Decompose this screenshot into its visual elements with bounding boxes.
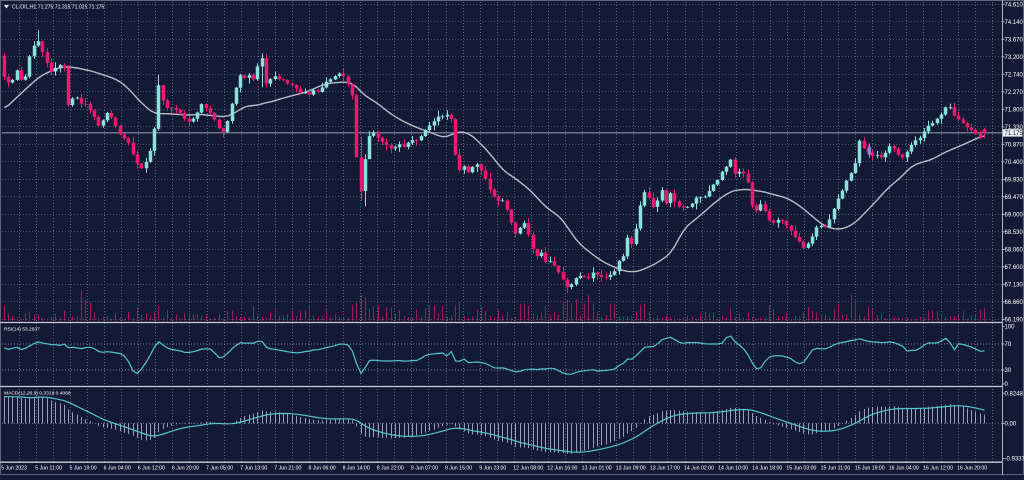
svg-text:30: 30 bbox=[1005, 368, 1012, 374]
svg-text:71.800: 71.800 bbox=[1005, 108, 1024, 114]
svg-text:9 Jun 07:00: 9 Jun 07:00 bbox=[411, 466, 438, 472]
svg-text:8 Jun 14:00: 8 Jun 14:00 bbox=[343, 466, 370, 472]
svg-text:6 Jun 20:00: 6 Jun 20:00 bbox=[172, 466, 199, 472]
svg-text:68.060: 68.060 bbox=[1005, 248, 1024, 254]
svg-text:12 Jun 08:00: 12 Jun 08:00 bbox=[513, 466, 543, 472]
svg-text:100: 100 bbox=[1005, 325, 1016, 331]
svg-text:71.175: 71.175 bbox=[1005, 131, 1024, 137]
svg-text:70.400: 70.400 bbox=[1005, 160, 1024, 166]
svg-text:MACD(12,26,9) 0.3319 0.4068: MACD(12,26,9) 0.3319 0.4068 bbox=[4, 390, 71, 396]
svg-text:70: 70 bbox=[1005, 342, 1012, 348]
svg-text:73.200: 73.200 bbox=[1005, 55, 1024, 61]
svg-text:67.600: 67.600 bbox=[1005, 265, 1024, 271]
svg-text:15 Jun 03:00: 15 Jun 03:00 bbox=[786, 466, 816, 472]
svg-text:74.140: 74.140 bbox=[1005, 20, 1024, 26]
svg-text:15 Jun 19:00: 15 Jun 19:00 bbox=[855, 466, 885, 472]
svg-text:16 Jun 04:00: 16 Jun 04:00 bbox=[889, 466, 919, 472]
svg-text:7 Jun 13:00: 7 Jun 13:00 bbox=[240, 466, 267, 472]
svg-text:72.740: 72.740 bbox=[1005, 73, 1024, 79]
svg-text:13 Jun 09:00: 13 Jun 09:00 bbox=[616, 466, 646, 472]
svg-text:16 Jun 20:00: 16 Jun 20:00 bbox=[957, 466, 987, 472]
svg-text:16 Jun 12:00: 16 Jun 12:00 bbox=[923, 466, 953, 472]
svg-text:0.00: 0.00 bbox=[1005, 422, 1017, 428]
svg-text:9 Jun 23:00: 9 Jun 23:00 bbox=[479, 466, 506, 472]
svg-text:9 Jun 15:00: 9 Jun 15:00 bbox=[445, 466, 472, 472]
svg-text:-0.9337: -0.9337 bbox=[1005, 457, 1024, 463]
svg-text:6 Jun 12:00: 6 Jun 12:00 bbox=[138, 466, 165, 472]
svg-text:69.470: 69.470 bbox=[1005, 195, 1024, 201]
svg-text:69.930: 69.930 bbox=[1005, 178, 1024, 184]
svg-text:7 Jun 05:00: 7 Jun 05:00 bbox=[206, 466, 233, 472]
svg-text:13 Jun 17:00: 13 Jun 17:00 bbox=[650, 466, 680, 472]
svg-text:14 Jun 18:00: 14 Jun 18:00 bbox=[752, 466, 782, 472]
svg-text:8 Jun 22:00: 8 Jun 22:00 bbox=[377, 466, 404, 472]
svg-text:72.270: 72.270 bbox=[1005, 90, 1024, 96]
svg-text:69.000: 69.000 bbox=[1005, 213, 1024, 219]
svg-text:RSI(14) 53.2937: RSI(14) 53.2937 bbox=[4, 326, 40, 332]
svg-text:73.670: 73.670 bbox=[1005, 38, 1024, 44]
svg-text:66.660: 66.660 bbox=[1005, 300, 1024, 306]
svg-text:5 Jun 19:00: 5 Jun 19:00 bbox=[70, 466, 97, 472]
svg-text:67.130: 67.130 bbox=[1005, 283, 1024, 289]
svg-text:74.610: 74.610 bbox=[1005, 3, 1024, 9]
svg-text:14 Jun 10:00: 14 Jun 10:00 bbox=[718, 466, 748, 472]
svg-text:12 Jun 16:00: 12 Jun 16:00 bbox=[547, 466, 577, 472]
svg-text:5 Jun 2023: 5 Jun 2023 bbox=[1, 466, 27, 472]
svg-text:15 Jun 11:00: 15 Jun 11:00 bbox=[821, 466, 851, 472]
svg-text:0.8248: 0.8248 bbox=[1005, 391, 1024, 397]
svg-text:70.870: 70.870 bbox=[1005, 143, 1024, 149]
svg-text:7 Jun 21:00: 7 Jun 21:00 bbox=[274, 466, 301, 472]
svg-text:68.530: 68.530 bbox=[1005, 230, 1024, 236]
svg-text:66.190: 66.190 bbox=[1005, 318, 1024, 324]
svg-text:5 Jun 11:00: 5 Jun 11:00 bbox=[35, 466, 62, 472]
svg-text:14 Jun 02:00: 14 Jun 02:00 bbox=[684, 466, 714, 472]
svg-text:CL-OIL,H1 71.275 71.315 71.02: CL-OIL,H1 71.275 71.315 71.025 71.175 bbox=[12, 5, 104, 11]
svg-text:8 Jun 06:00: 8 Jun 06:00 bbox=[309, 466, 336, 472]
svg-text:13 Jun 01:00: 13 Jun 01:00 bbox=[582, 466, 612, 472]
svg-text:6 Jun 04:00: 6 Jun 04:00 bbox=[104, 466, 131, 472]
